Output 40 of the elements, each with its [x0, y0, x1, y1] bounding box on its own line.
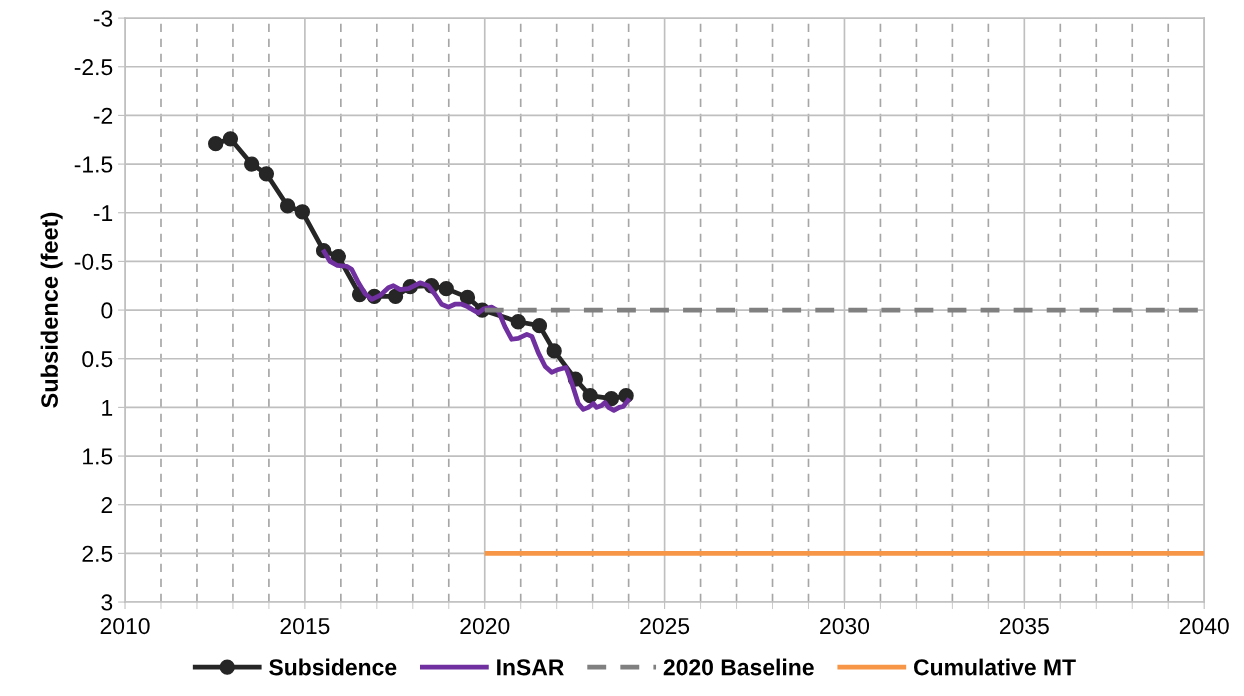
point	[279, 198, 296, 214]
point	[294, 204, 311, 220]
y-tick-label: 1.5	[83, 448, 113, 465]
y-axis-title: Subsidence (feet)	[40, 212, 63, 408]
y-tick-label: 0	[101, 302, 113, 319]
y-tick-label: -1	[93, 205, 113, 222]
y-tick-label: 2	[101, 497, 113, 514]
y-tick-label: -0.5	[74, 253, 113, 270]
point	[258, 166, 275, 182]
y-tick-label: -2.5	[74, 59, 113, 76]
point	[208, 136, 224, 152]
legend-label: InSAR	[497, 659, 564, 676]
legend-label: Cumulative MT	[914, 658, 1076, 676]
point	[330, 248, 346, 265]
x-tick-label: 2035	[1000, 617, 1049, 635]
point	[510, 314, 526, 330]
point	[387, 288, 404, 305]
y-tick-label: -3	[93, 10, 113, 27]
y-tick-label: 2.5	[82, 545, 113, 562]
y-tick-label: 1	[102, 399, 113, 416]
x-tick-label: 2015	[280, 617, 330, 635]
point	[459, 289, 476, 306]
x-tick-label: 2030	[820, 617, 870, 635]
point	[603, 390, 620, 407]
legend-label: Subsidence	[269, 658, 397, 676]
y-tick-label: -2	[93, 107, 113, 124]
point	[438, 281, 454, 297]
legend-label: 2020 Baseline	[663, 658, 814, 676]
y-tick-label: 0.5	[82, 351, 113, 368]
x-tick-label: 2040	[1179, 617, 1229, 635]
point	[244, 156, 260, 172]
point	[582, 388, 598, 404]
point	[546, 343, 562, 359]
y-tick-label: -1.5	[74, 156, 113, 173]
x-tick-label: 2010	[100, 617, 150, 635]
x-tick-label: 2020	[460, 617, 510, 635]
point	[531, 318, 548, 334]
y-tick-label: 3	[101, 594, 113, 611]
point	[222, 131, 239, 147]
x-tick-label: 2025	[640, 617, 690, 635]
